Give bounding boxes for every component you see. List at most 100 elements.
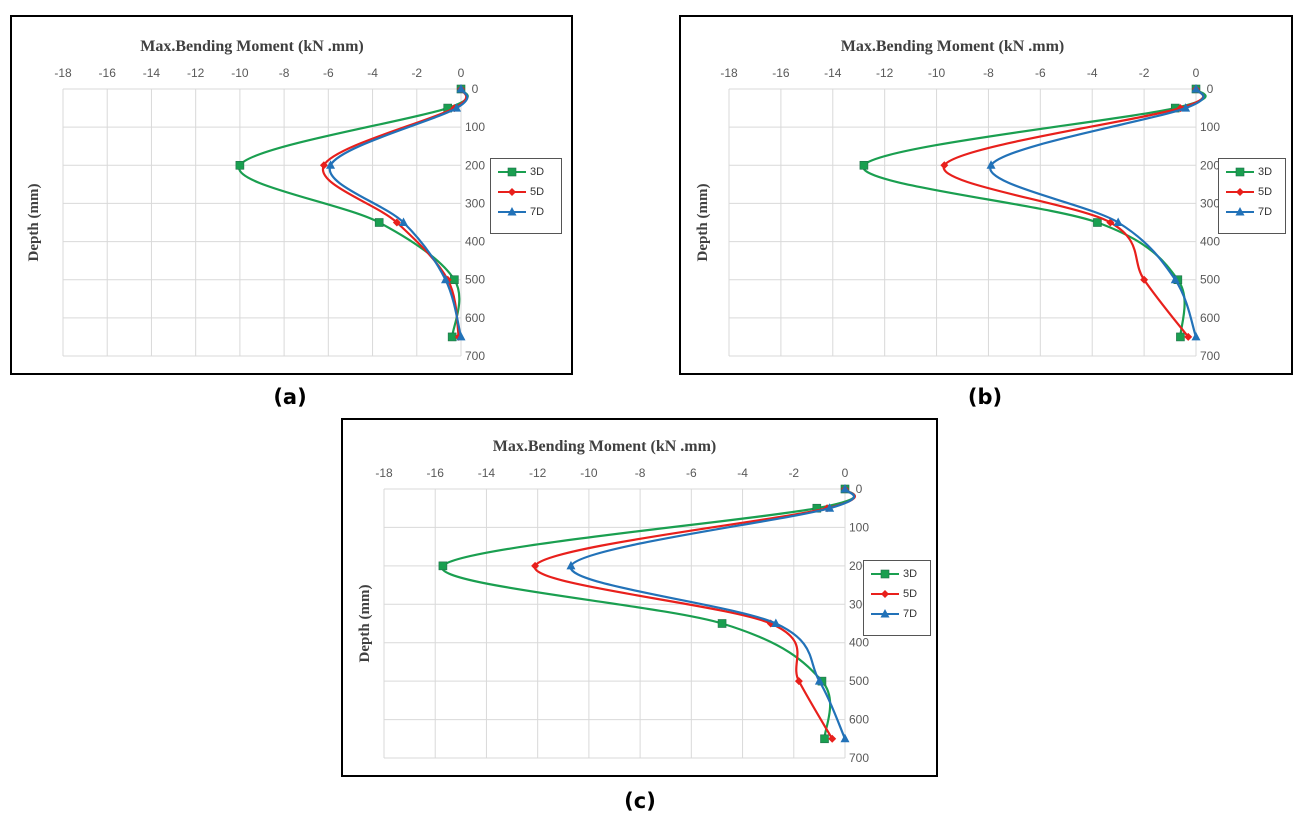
y-tick-label: 0 (1207, 82, 1214, 96)
series-3D (235, 84, 469, 342)
legend-swatch (871, 569, 899, 579)
y-tick-label: 300 (465, 196, 485, 210)
y-tick-label: 200 (465, 158, 485, 172)
legend-a: 3D 5D 7D (490, 158, 562, 234)
x-tick-label: -16 (772, 66, 790, 80)
caption-b: (b) (967, 385, 1003, 409)
data-point-7D (1181, 103, 1191, 112)
y-tick-label: 0 (856, 482, 863, 496)
data-point-3D (820, 734, 829, 744)
y-tick-label: 0 (472, 82, 479, 96)
caption-c: (c) (624, 789, 656, 813)
x-tick-label: -8 (635, 466, 646, 480)
y-tick-label: 400 (1200, 235, 1220, 249)
data-point-5D (319, 161, 328, 170)
data-point-7D (456, 84, 466, 93)
x-tick-label: -8 (983, 66, 994, 80)
chart-panel-c: Max.Bending Moment (kN .mm) Depth (mm) -18… (341, 418, 938, 777)
data-point-7D (1113, 217, 1123, 226)
x-tick-label: -12 (529, 466, 547, 480)
legend-marker-5D (881, 590, 889, 598)
legend-marker-7D (880, 609, 890, 618)
data-point-5D (828, 734, 837, 743)
y-tick-label: 500 (1200, 273, 1220, 287)
x-tick-label: 0 (458, 66, 465, 80)
y-tick-label: 700 (1200, 349, 1220, 363)
data-point-7D (986, 160, 996, 169)
y-tick-label: 500 (465, 273, 485, 287)
chart-c: Max.Bending Moment (kN .mm) Depth (mm) -18… (357, 438, 869, 765)
legend-item-7D: 7D (870, 604, 924, 624)
data-point-7D (1170, 274, 1180, 284)
data-point-5D (531, 561, 540, 570)
x-tick-label: -4 (367, 66, 378, 80)
y-tick-label: 100 (465, 120, 485, 134)
chart-title: Max.Bending Moment (kN .mm) (493, 438, 717, 455)
series-7D (326, 84, 469, 341)
x-tick-label: -8 (279, 66, 290, 80)
legend-item-3D: 3D (1225, 162, 1279, 182)
grid (728, 88, 1197, 357)
data-point-7D (1191, 84, 1201, 93)
data-point-7D (825, 503, 835, 512)
y-tick-label: 600 (849, 713, 869, 727)
legend-label: 3D (530, 166, 545, 178)
series-5D (319, 85, 468, 341)
legend-label: 3D (903, 568, 918, 580)
legend-swatch (498, 188, 526, 196)
data-point-7D (771, 618, 781, 627)
data-point-3D (235, 160, 245, 170)
y-tick-label: 200 (1200, 158, 1220, 172)
x-tick-label: -10 (580, 466, 598, 480)
data-point-3D (1093, 218, 1102, 227)
chart-b: Max.Bending Moment (kN .mm) Depth (mm) -18… (695, 38, 1220, 363)
legend-b: 3D 5D 7D (1218, 158, 1286, 234)
x-tick-label: -14 (824, 66, 842, 80)
data-point-3D (438, 561, 448, 571)
x-tick-label: -16 (427, 466, 445, 480)
data-point-3D (1176, 332, 1185, 342)
legend-swatch (1226, 188, 1254, 196)
legend-swatch (1226, 167, 1254, 177)
legend-swatch (498, 167, 526, 177)
legend-item-3D: 3D (870, 564, 924, 584)
x-tick-label: -2 (788, 466, 799, 480)
series-line-5D (942, 87, 1205, 338)
legend-swatch (1226, 207, 1254, 216)
x-tick-label: -16 (99, 66, 117, 80)
y-tick-label: 700 (849, 751, 869, 765)
y-tick-label: 400 (465, 235, 485, 249)
x-tick-label: -18 (720, 66, 738, 80)
legend-label: 7D (530, 206, 545, 218)
x-tick-label: 0 (1193, 66, 1200, 80)
data-point-7D (566, 560, 576, 570)
y-tick-label: 300 (1200, 196, 1220, 210)
data-point-7D (840, 484, 850, 493)
caption-a: (a) (273, 385, 307, 409)
x-tick-label: -6 (686, 466, 697, 480)
y-tick-label: 600 (465, 311, 485, 325)
y-tick-label: 100 (1200, 120, 1220, 134)
legend-item-5D: 5D (1225, 182, 1279, 202)
legend-item-5D: 5D (497, 182, 555, 202)
chart-panel-b: Max.Bending Moment (kN .mm) Depth (mm) -18… (679, 15, 1293, 375)
x-tick-label: -18 (375, 466, 393, 480)
y-tick-label: 500 (849, 674, 869, 688)
x-tick-label: -10 (231, 66, 249, 80)
chart-panel-a: Max.Bending Moment (kN .mm) Depth (mm) -18… (10, 15, 573, 375)
series-line-3D (441, 487, 856, 739)
legend-marker-5D (508, 188, 516, 196)
x-tick-label: -4 (737, 466, 748, 480)
y-tick-label: 400 (849, 636, 869, 650)
x-tick-label: -6 (323, 66, 334, 80)
series-line-7D (328, 88, 469, 338)
x-tick-label: -14 (143, 66, 161, 80)
data-point-3D (859, 160, 869, 170)
data-point-7D (814, 676, 824, 685)
legend-marker-7D (1235, 207, 1245, 216)
legend-label: 5D (1258, 186, 1273, 198)
y-tick-label: 700 (465, 349, 485, 363)
legend-item-5D: 5D (870, 584, 924, 604)
data-point-3D (374, 218, 384, 227)
y-tick-label: 100 (849, 520, 869, 534)
